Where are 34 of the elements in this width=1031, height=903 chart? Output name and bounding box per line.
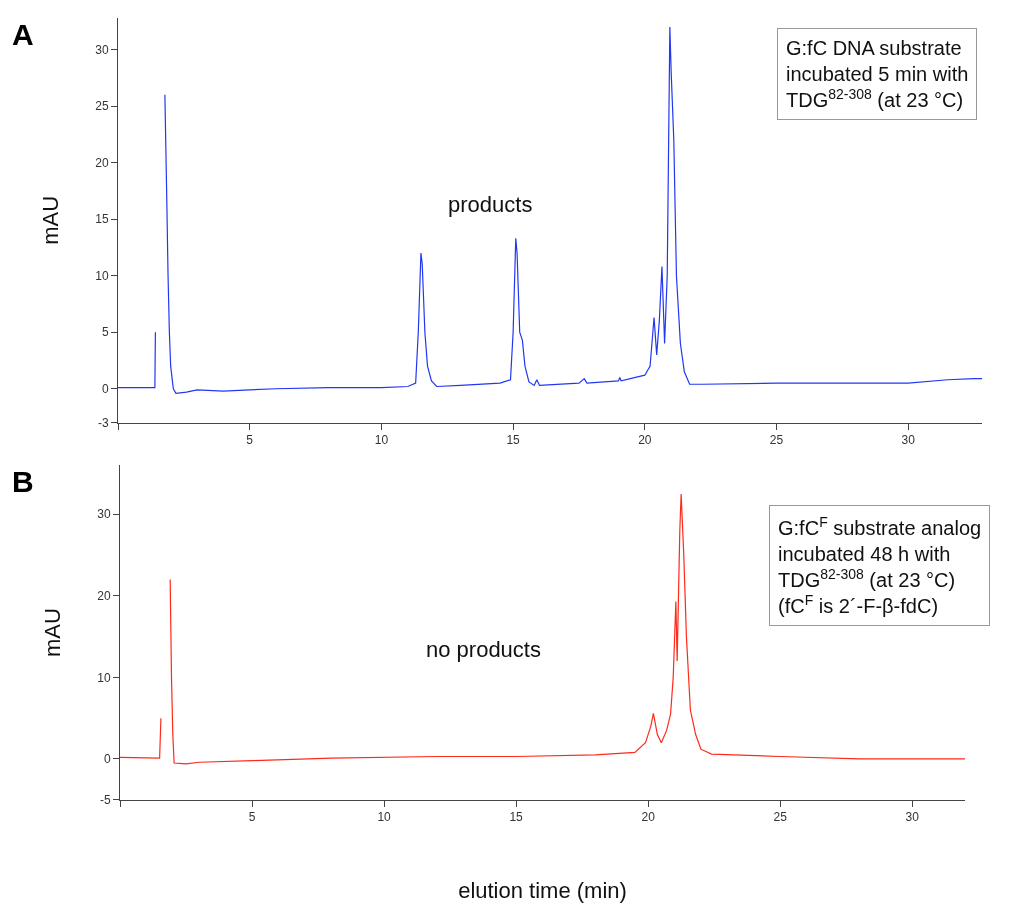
y-tick-label: 10 [97, 670, 111, 685]
x-tick-label: 5 [246, 433, 254, 448]
annotation: no products [426, 637, 541, 662]
y-tick-label: 10 [95, 268, 109, 283]
x-tick-label: 15 [509, 810, 524, 825]
y-tick-label: 0 [103, 752, 111, 767]
x-tick-label: 25 [769, 433, 784, 448]
x-tick-label: 10 [377, 810, 392, 825]
x-tick-label: 20 [638, 433, 652, 448]
chart-title: B [12, 465, 34, 498]
y-tick-label: 20 [95, 155, 109, 170]
x-tick-label: 15 [506, 433, 521, 448]
x-tick-label: 5 [248, 810, 256, 825]
y-tick-label: 25 [95, 99, 109, 114]
x-tick-label: 20 [641, 810, 656, 825]
y-tick-label: -5 [99, 792, 111, 807]
x-tick-label: 30 [901, 433, 916, 448]
y-tick-label: -3 [97, 415, 109, 430]
y-tick-label: 30 [95, 42, 109, 57]
chart-title: A [12, 18, 34, 51]
y-tick-label: 15 [95, 212, 109, 227]
x-tick-label: 25 [773, 810, 788, 825]
x-tick-label: 10 [374, 433, 389, 448]
annotation: G:fC DNA substrate incubated 5 min with TDG$^{82-308}$ (at 23 °C) [786, 37, 969, 111]
y-axis-title: mAU [38, 195, 64, 245]
y-tick-label: 20 [97, 589, 111, 604]
text: G:fC$^{F}$ substrate analog incubated 48 h with TDG$^{82-308}$ (at 23 °C) (fC$^{F}$ is 2´-F-β-fdC) [778, 514, 982, 618]
y-tick-label: 0 [101, 381, 109, 396]
x-axis-title: elution time (min) [458, 878, 627, 903]
x-tick-label: 30 [905, 810, 920, 825]
annotation: products [448, 192, 533, 217]
y-tick-label: 30 [97, 507, 111, 522]
y-tick-label: 5 [101, 325, 109, 340]
y-axis-title: mAU [40, 608, 66, 657]
